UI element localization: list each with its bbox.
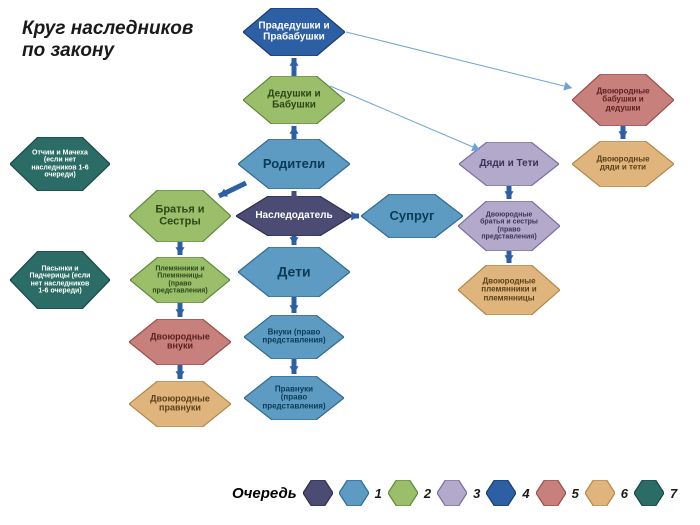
legend-num: 6: [621, 486, 628, 501]
legend-swatch: [536, 480, 566, 506]
legend-num: 2: [424, 486, 431, 501]
node-label: Внуки (правопредставления): [244, 329, 344, 346]
arrow: [499, 241, 519, 278]
node-label: Двоюродныедяди и тети: [572, 156, 674, 173]
legend-title: Очередь: [232, 485, 297, 502]
legend: Очередь 1 2 3 4 5 6 7: [232, 480, 677, 506]
legend-swatch: [303, 480, 333, 506]
arrow: [170, 355, 190, 394]
diagram-title: Круг наследниковпо закону: [22, 18, 193, 62]
node-suprug: Супруг: [361, 194, 463, 238]
node-label: Дети: [238, 265, 350, 280]
arrow: [170, 232, 190, 270]
node-label: Двоюродныебабушки идедушки: [572, 87, 674, 112]
node-label: Двоюродныеправнуки: [129, 395, 231, 414]
legend-num: 5: [572, 486, 579, 501]
legend-swatch: [634, 480, 664, 506]
legend-swatch: [437, 480, 467, 506]
legend-num: 1: [375, 486, 382, 501]
node-label: Отчим и Мачеха(если нетнаследников 1-6оч…: [10, 149, 110, 178]
node-pasynki: Пасынки иПадчерицы (еслинет наследников1…: [10, 251, 110, 309]
legend-num: 7: [670, 486, 677, 501]
arrow: [170, 293, 190, 332]
node-otchim: Отчим и Мачеха(если нетнаследников 1-6оч…: [10, 137, 110, 191]
legend-swatch: [486, 480, 516, 506]
legend-num: 3: [473, 486, 480, 501]
arrow: [613, 116, 633, 154]
legend-swatch: [585, 480, 615, 506]
legend-swatch: [339, 480, 369, 506]
arrow: [284, 349, 304, 389]
arrow: [499, 176, 519, 214]
arrow: [336, 22, 582, 103]
node-label: Правнуки(правопредставления): [244, 385, 344, 410]
legend-swatch: [388, 480, 418, 506]
arrow: [342, 206, 369, 231]
node-label: Двоюродныевнуки: [129, 333, 231, 352]
node-label: Двоюродныебратья и сестры(правопредставл…: [458, 211, 560, 240]
arrow: [284, 181, 304, 211]
arrow: [209, 173, 256, 211]
node-label: Прадедушки иПрабабушки: [243, 22, 345, 43]
arrow: [284, 48, 304, 91]
arrow: [284, 116, 304, 154]
node-label: Пасынки иПадчерицы (еслинет наследников1…: [10, 265, 110, 294]
arrow: [284, 226, 304, 260]
node-label: Супруг: [361, 209, 463, 223]
legend-num: 4: [522, 486, 529, 501]
node-label: Наследодатель: [236, 211, 352, 222]
arrow: [284, 287, 304, 328]
node-label: Двоюродныеплемянники иплемянницы: [458, 277, 560, 302]
